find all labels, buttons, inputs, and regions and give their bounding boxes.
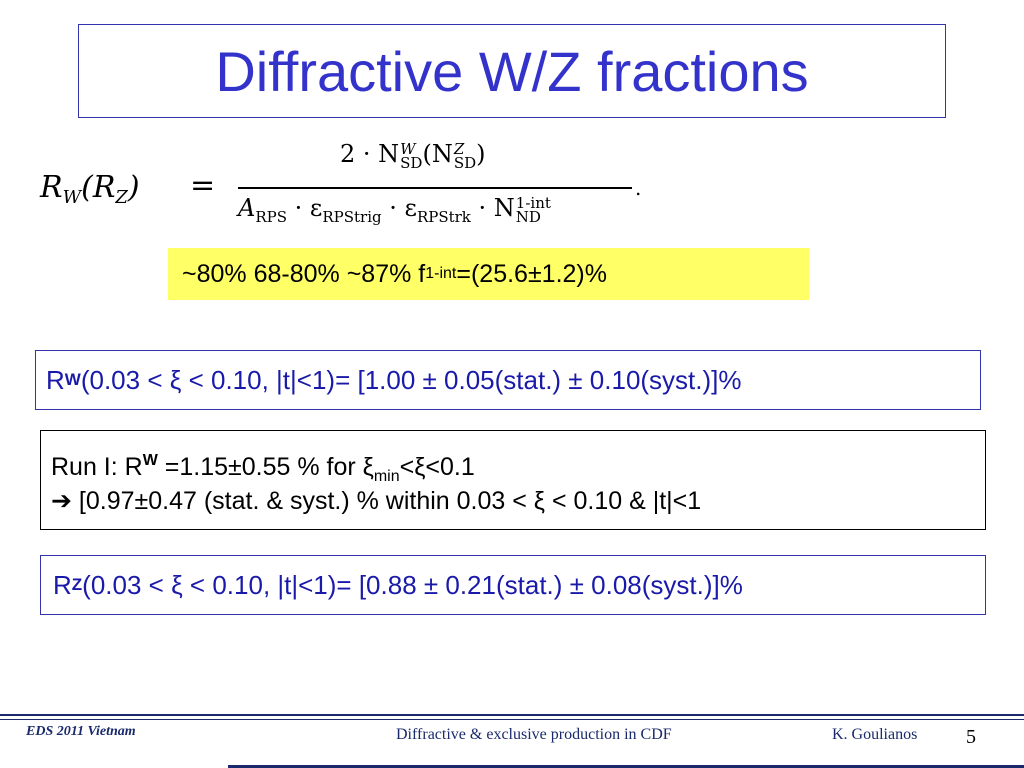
formula-numerator: 2 · N W SD (N Z SD) (340, 140, 486, 170)
denom-eps1: · ε (287, 194, 323, 222)
numer-sup-w: W (400, 139, 416, 158)
numer-open: (N (422, 140, 453, 168)
footer-rule-second (0, 719, 1024, 720)
run1-line1: Run I: RW =1.15±0.55 % for ξmin<ξ<0.1 (51, 441, 985, 485)
footer-talk-title: Diffractive & exclusive production in CD… (396, 726, 672, 743)
rz-text: (0.03 < ξ < 0.10, |t|<1)= [0.88 ± 0.21(s… (82, 569, 743, 600)
run1-line2-text: [0.97±0.47 (stat. & syst.) % within 0.03… (71, 487, 702, 515)
page-number: 5 (966, 726, 976, 748)
rz-r: R (53, 569, 72, 600)
run1-sub: min (373, 468, 400, 485)
formula-lhs-r: R (40, 170, 63, 205)
run1-prefix: Run I: R (51, 453, 143, 481)
denom-stack: 1-int ND (515, 193, 551, 226)
numer-close: ) (476, 140, 486, 168)
denom-n: · N (470, 194, 515, 222)
run1-sup: W (142, 452, 158, 469)
rz-sub: Z (71, 575, 83, 594)
denom-sup: 1-int (515, 193, 551, 212)
formula-lhs-close: ) (127, 170, 140, 205)
formula-lhs-w: W (62, 187, 82, 208)
rw-rz-formula: RW(RZ) = 2 · N W SD (N Z SD) ARPS · εRPStrig … (40, 140, 641, 240)
rw-r: R (46, 364, 65, 395)
numer-sub-sd2: SD (453, 153, 477, 172)
numer-sub-sd: SD (400, 153, 423, 172)
footer-author: K. Goulianos (832, 726, 918, 743)
slide-title: Diffractive W/Z fractions (215, 39, 809, 103)
highlight-tail: =(25.6±1.2)% (456, 259, 607, 288)
formula-equals: = (190, 168, 216, 203)
rw-text: (0.03 < ξ < 0.10, |t|<1)= [1.00 ± 0.05(s… (80, 364, 742, 395)
formula-lhs-open: (R (81, 170, 116, 205)
efficiency-highlight: ~80% 68-80% ~87% f 1-int =(25.6±1.2)% (168, 248, 809, 300)
run1-box: Run I: RW =1.15±0.55 % for ξmin<ξ<0.1 ➔ … (40, 430, 986, 530)
title-box: Diffractive W/Z fractions (78, 24, 946, 118)
numer-prefix: 2 · N (340, 140, 400, 168)
rw-sub: W (64, 370, 81, 389)
run1-mid: =1.15±0.55 % for ξ (157, 453, 374, 481)
arrow-right-icon: ➔ (51, 487, 72, 515)
denom-sub-rpstrk: RPStrk (416, 208, 471, 226)
highlight-sub: 1-int (425, 265, 457, 282)
highlight-text: ~80% 68-80% ~87% f (182, 259, 426, 288)
denom-sub: ND (515, 207, 541, 226)
footer-conference: EDS 2011 Vietnam (26, 724, 136, 739)
footer-rule-bottom (228, 765, 1024, 768)
formula-trailing-dot: . (635, 176, 642, 200)
footer-rule-top (0, 714, 1024, 716)
denom-sub-rpstrig: RPStrig (322, 208, 382, 226)
run1-tail: <ξ<0.1 (399, 453, 475, 481)
numer-stack-z: Z SD (453, 139, 477, 172)
formula-lhs-z: Z (115, 187, 128, 208)
formula-denominator: ARPS · εRPStrig · εRPStrk · N 1-int ND (238, 194, 551, 226)
numer-sup-z: Z (453, 139, 465, 158)
formula-lhs: RW(RZ) (40, 170, 140, 208)
fraction-line (238, 187, 632, 189)
denom-sub-rps: RPS (255, 208, 288, 226)
denom-a: A (238, 194, 256, 222)
numer-stack-w: W SD (400, 139, 423, 172)
run1-line2: ➔ [0.97±0.47 (stat. & syst.) % within 0.… (51, 481, 985, 521)
denom-eps2: · ε (381, 194, 417, 222)
